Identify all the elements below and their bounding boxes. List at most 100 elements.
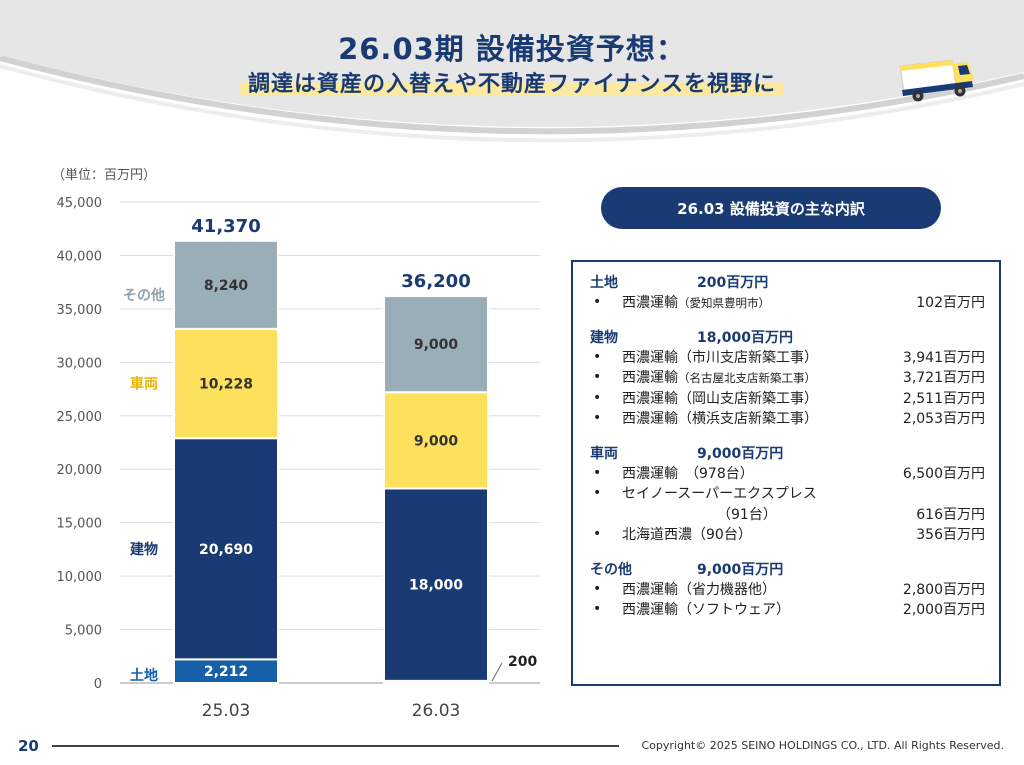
y-tick-label: 5,000 [65,624,102,639]
legend-other: その他 [123,287,165,304]
breakdown-section: その他 9,000百万円 • 西濃運輸（省力機器他） 2,800百万円 • 西濃運輸（ソフト… [590,559,985,620]
list-item: • 西濃運輸 （978台） 6,500百万円 [590,463,985,484]
segment-value-label: 9,000 [414,337,459,353]
item-note: （愛知県豊明市） [678,296,770,311]
item-description: セイノースーパーエクスプレス [622,486,817,503]
list-item: • 西濃運輸（岡山支店新築工事） 2,511百万円 [590,388,985,409]
y-tick-label: 15,000 [57,517,103,532]
y-tick-label: 40,000 [57,249,103,264]
section-name: その他 [590,561,632,578]
section-name: 土地 [590,275,618,291]
section-header: 建物 18,000百万円 [590,327,985,347]
item-amount: 2,000百万円 [902,602,985,619]
item-description: 西濃運輸（ソフトウェア） [622,602,790,619]
breakdown-section: 車両 9,000百万円 • 西濃運輸 （978台） 6,500百万円 • セイノースーパーエ… [590,443,985,545]
segment-value-label: 20,690 [199,542,253,558]
y-tick-label: 20,000 [57,463,103,478]
list-item: • 西濃運輸（ソフトウェア） 2,000百万円 [590,599,985,620]
breakdown-box: 土地 200百万円 • 西濃運輸（愛知県豊明市） 102百万円建物 18,000百万円 • 西… [571,260,1001,686]
legend-land: 土地 [130,667,158,684]
bullet-icon: • [593,369,602,386]
legend-building: 建物 [130,541,158,558]
list-item: • 西濃運輸（愛知県豊明市） 102百万円 [590,292,985,313]
list-item: • 西濃運輸（市川支店新築工事） 3,941百万円 [590,347,985,368]
list-item: • 北海道西濃（90台） 356百万円 [590,524,985,545]
item-description: 西濃運輸（名古屋北支店新築工事） [622,370,816,387]
item-amount: 2,511百万円 [902,390,985,407]
unit-label: （単位：百万円） [52,168,157,183]
item-amount: 6,500百万円 [902,465,985,482]
item-description: 西濃運輸（市川支店新築工事） [622,349,818,366]
bar-total-label: 41,370 [191,216,260,237]
item-amount: 102百万円 [916,295,985,312]
bar-total-label: 36,200 [401,271,470,292]
y-tick-label: 10,000 [57,570,103,585]
y-tick-label: 25,000 [57,410,103,425]
segment-value-label: 10,228 [199,377,253,393]
section-name: 建物 [590,329,618,346]
footer-divider [52,745,619,747]
x-category-label: 25.03 [202,701,251,721]
bar-segment-building [383,487,489,682]
segment-value-label: 9,000 [414,433,459,449]
segment-value-label: 8,240 [204,278,249,294]
item-amount: 3,721百万円 [902,370,985,387]
y-tick-label: 45,000 [57,196,103,211]
section-total: 200百万円 [697,275,769,291]
legend-vehicle: 車両 [130,376,158,393]
segment-value-label: 2,212 [204,664,248,680]
item-description: 西濃運輸（省力機器他） [622,581,776,598]
bullet-icon: • [593,348,602,365]
item-description: 西濃運輸（岡山支店新築工事） [622,390,818,407]
section-header: 車両 9,000百万円 [590,443,985,463]
item-description: （91台） [717,506,777,523]
bullet-icon: • [593,601,602,618]
y-tick-label: 30,000 [57,356,103,371]
bar-segment-other [383,295,489,394]
page-title: 26.03期 設備投資予想： [338,32,686,66]
y-tick-label: 0 [94,677,102,692]
bullet-icon: • [593,526,602,543]
x-category-label: 26.03 [412,701,461,721]
item-amount: 356百万円 [916,527,985,544]
section-header: その他 9,000百万円 [590,559,985,579]
list-item: • 西濃運輸（横浜支店新築工事） 2,053百万円 [590,408,985,429]
bullet-icon: • [593,485,602,502]
item-description: 西濃運輸（愛知県豊明市） [622,295,770,312]
section-name: 車両 [590,445,618,462]
item-description: 北海道西濃（90台） [622,527,752,544]
section-header: 土地 200百万円 [590,272,985,292]
item-description: 西濃運輸 （978台） [622,465,754,482]
bullet-icon: • [593,410,602,427]
list-item: • 西濃運輸（省力機器他） 2,800百万円 [590,579,985,600]
truck-icon [899,59,974,102]
copyright: Copyright© 2025 SEINO HOLDINGS CO., LTD.… [641,739,1004,752]
bullet-icon: • [593,464,602,481]
callout-line [491,662,503,682]
bullet-icon: • [593,294,602,311]
bar-segment-vehicle [383,391,489,490]
section-total: 9,000百万円 [697,561,784,578]
item-amount: 2,053百万円 [902,411,985,428]
item-description: 西濃運輸（横浜支店新築工事） [622,411,818,428]
breakdown-section: 土地 200百万円 • 西濃運輸（愛知県豊明市） 102百万円 [590,272,985,313]
list-item: （91台） 616百万円 [590,504,985,525]
bullet-icon: • [593,580,602,597]
section-total: 18,000百万円 [697,329,794,346]
item-amount: 3,941百万円 [902,349,985,366]
segment-value-label: 200 [508,654,537,670]
item-amount: 616百万円 [916,506,985,523]
capex-stacked-bar-chart: 0 5,000 10,000 15,000 20,000 25,000 30,000 35,0… [57,196,540,721]
item-amount: 2,800百万円 [902,581,985,598]
bar-segment-other [173,239,279,330]
list-item: • セイノースーパーエクスプレス [590,483,985,504]
breakdown-title: 26.03 設備投資の主な内訳 [601,187,941,229]
list-item: • 西濃運輸（名古屋北支店新築工事） 3,721百万円 [590,367,985,388]
item-note: （名古屋北支店新築工事） [678,371,816,386]
page-subtitle: 調達は資産の入替えや不動産ファイナンスを視野に [239,66,785,98]
segment-value-label: 18,000 [409,578,463,594]
section-total: 9,000百万円 [697,445,784,462]
y-tick-label: 35,000 [57,303,103,318]
page-number: 20 [18,737,39,755]
breakdown-section: 建物 18,000百万円 • 西濃運輸（市川支店新築工事） 3,941百万円 • 西濃運輸（… [590,327,985,429]
